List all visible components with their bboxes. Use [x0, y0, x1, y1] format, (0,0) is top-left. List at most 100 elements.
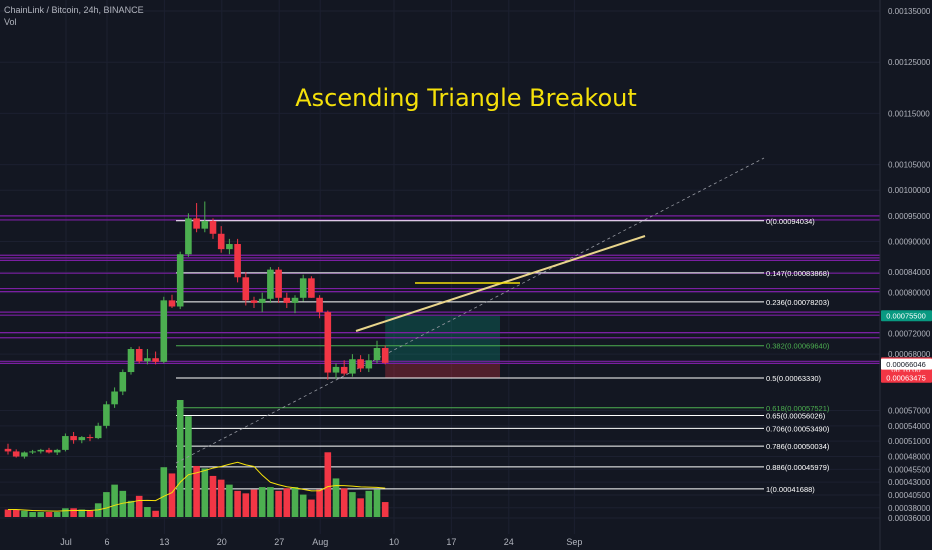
volume-bar [37, 512, 45, 517]
y-tick-label: 0.00048000 [888, 453, 931, 462]
candle-body [332, 366, 340, 373]
price-tag-label: 0.00066046 [886, 360, 926, 369]
candle-body [267, 269, 274, 299]
volume-bar [201, 468, 209, 517]
fib-level-label: 0.236(0.00078203) [766, 298, 830, 307]
candle-body [340, 366, 348, 374]
candle-body [349, 359, 356, 374]
y-tick-label: 0.00038000 [888, 504, 931, 513]
profit-zone [385, 315, 500, 363]
y-tick-label: 0.00040500 [888, 491, 931, 500]
y-tick-label: 0.00043000 [888, 478, 931, 487]
candle-body [209, 220, 217, 234]
y-tick-label: 0.00100000 [888, 186, 931, 195]
volume-label: Vol [4, 17, 17, 27]
volume-bar [349, 492, 356, 517]
volume-bar [152, 510, 159, 517]
price-tag [881, 371, 932, 383]
candle-body [308, 278, 315, 298]
volume-bar [4, 509, 12, 517]
candle-body [234, 244, 241, 278]
fib-level-label: 0.5(0.00063330) [766, 374, 822, 383]
candle-body [29, 451, 36, 453]
volume-bar [299, 494, 307, 517]
volume-bar [275, 490, 282, 517]
candle-body [226, 244, 233, 250]
candle-body [111, 391, 118, 405]
volume-bar [365, 490, 373, 517]
x-tick-label: 6 [104, 537, 109, 547]
candle-body [127, 349, 135, 373]
candle-body [283, 297, 291, 303]
volume-bars [4, 400, 389, 517]
y-tick-label: 0.00051000 [888, 437, 931, 446]
volume-bar [250, 489, 258, 517]
price-axis[interactable]: 0.00135000 0.00125000 0.00115000 0.00105000… [879, 0, 932, 550]
volume-bar [103, 492, 110, 517]
candle-body [365, 360, 373, 369]
volume-bar [29, 512, 36, 517]
volume-bar [21, 510, 28, 517]
candle-body [299, 278, 307, 298]
symbol-header: ChainLink / Bitcoin, 24h, BINANCE [4, 5, 144, 15]
volume-bar [111, 484, 118, 517]
candle-body [250, 300, 258, 303]
candle-body [316, 297, 323, 313]
volume-bar [291, 487, 299, 517]
volume-bar [267, 487, 274, 517]
candle-body [4, 448, 12, 452]
x-tick-label: 24 [504, 537, 514, 547]
long-position-tool[interactable] [385, 315, 500, 379]
volume-bar [144, 507, 151, 517]
volume-bar [316, 489, 323, 517]
y-tick-label: 0.00080000 [888, 289, 931, 298]
time-axis[interactable]: Jul 6 13 20 27 Aug 10 17 24 Sep [60, 537, 582, 547]
candle-body [381, 347, 389, 363]
candle-body [78, 437, 86, 441]
volume-bar [357, 498, 364, 517]
volume-bar [45, 512, 53, 517]
candle-body [86, 437, 94, 439]
candle-body [53, 449, 61, 453]
candle-body [160, 300, 168, 362]
x-tick-label: 13 [159, 537, 169, 547]
candle-body [193, 218, 200, 229]
volume-bar [176, 400, 184, 517]
fib-retracement[interactable]: 0(0.00094034) 0.147(0.00083868) 0.236(0.00… [176, 217, 830, 494]
volume-bar [209, 475, 217, 517]
y-tick-label: 0.00115000 [888, 109, 930, 118]
candle-body [201, 220, 209, 229]
volume-bar [234, 490, 241, 517]
x-tick-label: Sep [566, 537, 582, 547]
volume-bar [78, 509, 86, 517]
y-tick-label: 0.00045500 [888, 465, 931, 474]
candle-body [324, 312, 332, 373]
volume-bar [242, 493, 250, 517]
volume-bar [53, 512, 61, 517]
fib-level-label: 0.65(0.00056026) [766, 411, 826, 420]
x-tick-label: Aug [312, 537, 328, 547]
volume-bar [308, 499, 315, 517]
y-tick-label: 0.00095000 [888, 212, 931, 221]
candle-body [37, 449, 45, 452]
fib-level-label: 0.147(0.00083868) [766, 269, 830, 278]
candle-body [176, 254, 184, 307]
candle-body [12, 451, 20, 457]
volume-bar [185, 416, 192, 517]
fib-level-label: 0(0.00094034) [766, 217, 815, 226]
volume-bar [193, 465, 200, 517]
candle-body [21, 452, 28, 457]
trend-lines[interactable] [175, 157, 765, 464]
price-tag [881, 310, 932, 322]
fib-level-label: 0.886(0.00045979) [766, 463, 830, 472]
candle-body [45, 449, 53, 453]
y-tick-label: 0.00072000 [888, 330, 931, 339]
y-tick-label: 0.00054000 [888, 422, 931, 431]
y-tick-label: 0.00135000 [888, 7, 931, 16]
fib-level-label: 0.618(0.00057521) [766, 404, 830, 413]
stop-zone [385, 362, 500, 379]
volume-bar [226, 484, 233, 517]
candle-body [258, 298, 266, 303]
volume-bar [324, 452, 332, 517]
